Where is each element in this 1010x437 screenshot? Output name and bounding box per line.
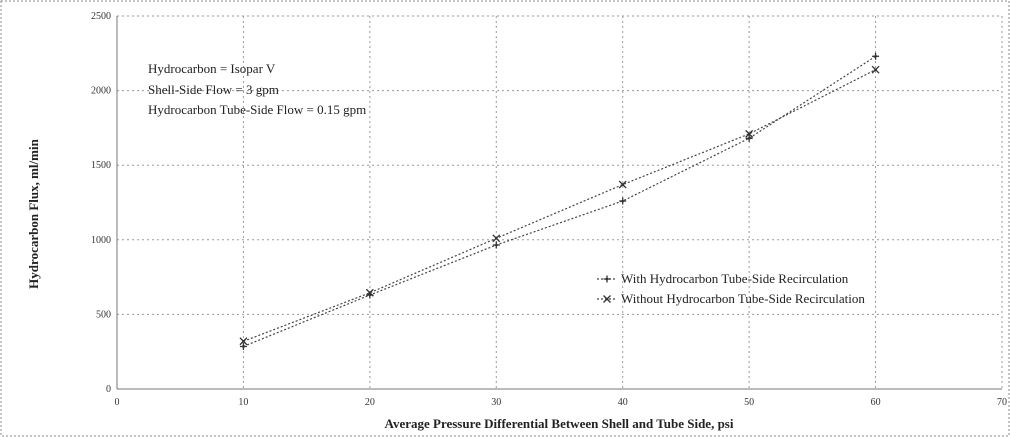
x-axis-label: Average Pressure Differential Between Sh…: [385, 416, 734, 431]
y-tick-label: 2000: [91, 86, 111, 97]
annotation-hydrocarbon: Hydrocarbon = Isopar V: [148, 61, 276, 76]
legend-item-2: Without Hydrocarbon Tube-Side Recirculat…: [597, 291, 865, 306]
y-tick-label: 0: [106, 384, 111, 395]
x-tick-label: 30: [491, 397, 501, 408]
y-tick-label: 2500: [91, 11, 111, 22]
y-tick-label: 1000: [91, 235, 111, 246]
y-tick-label: 500: [96, 309, 111, 320]
x-tick-label: 70: [997, 397, 1007, 408]
annotation-tube-flow: Hydrocarbon Tube-Side Flow = 0.15 gpm: [148, 102, 366, 117]
x-tick-label: 10: [238, 397, 248, 408]
x-tick-label: 60: [871, 397, 881, 408]
x-tick-label: 20: [365, 397, 375, 408]
legend-label: With Hydrocarbon Tube-Side Recirculation: [621, 271, 849, 286]
legend-label: Without Hydrocarbon Tube-Side Recirculat…: [621, 291, 865, 306]
y-tick-label: 1500: [91, 160, 111, 171]
x-tick-label: 40: [618, 397, 628, 408]
annotation-shell-flow: Shell-Side Flow = 3 gpm: [148, 82, 279, 97]
x-tick-label: 0: [115, 397, 120, 408]
y-axis-label: Hydrocarbon Flux, ml/min: [26, 138, 41, 288]
legend-item-1: With Hydrocarbon Tube-Side Recirculation: [597, 271, 849, 286]
x-tick-label: 50: [744, 397, 754, 408]
